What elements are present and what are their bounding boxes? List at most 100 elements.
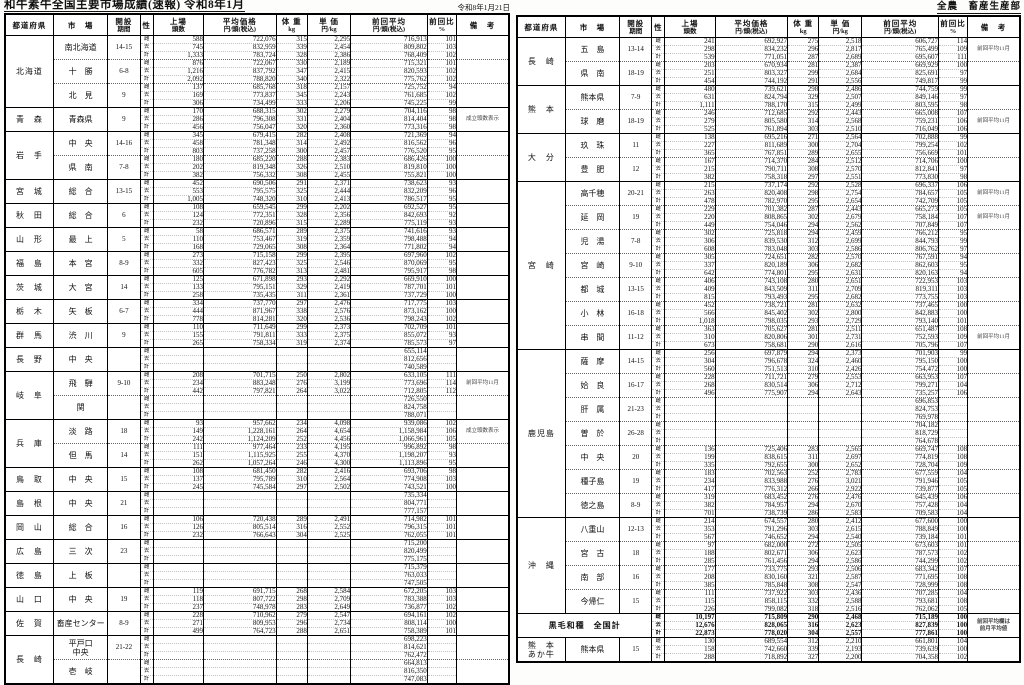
price-cell: 791,811 — [203, 331, 277, 340]
price-cell: 753,467 — [203, 235, 277, 244]
sex-cell: 雌 — [139, 35, 154, 44]
sex-cell: 雌 — [651, 397, 666, 406]
col-header-line1: 単 価 — [319, 16, 339, 26]
price-cell: 701,382 — [714, 205, 789, 214]
heads-cell — [152, 363, 205, 372]
price-cell: 785,848 — [714, 581, 789, 590]
prev-cell: 796,315 — [350, 523, 428, 532]
sex-cell: 雌 — [139, 347, 154, 356]
table-row: 去 804,771 — [5, 499, 509, 508]
prev-cell: 787,573 — [861, 549, 939, 558]
weight-cell: 332 — [787, 597, 820, 606]
price-cell: 809,953 — [203, 619, 277, 628]
col-header-line1: 単 価 — [830, 18, 851, 28]
table-row: 去 816,350 — [5, 667, 509, 676]
ratio-cell: 104 — [937, 637, 969, 646]
price-cell: 795,151 — [203, 283, 277, 292]
period-cell: 5 — [107, 227, 141, 252]
weight-cell: 311 — [275, 291, 308, 300]
prev-cell: 737,729 — [350, 291, 428, 300]
ratio-cell: 109 — [937, 333, 969, 342]
price-cell: 690,506 — [203, 179, 277, 188]
unit-cell: 2,289 — [306, 219, 352, 228]
prev-cell: 758,389 — [350, 627, 428, 636]
heads-cell: 319 — [664, 493, 716, 502]
period-cell — [107, 347, 141, 372]
unit-cell — [306, 659, 352, 668]
ratio-cell: 95 — [426, 259, 457, 268]
heads-cell: 385 — [664, 581, 716, 590]
heads-cell: 332 — [152, 259, 205, 268]
period-cell: 18 — [107, 419, 141, 444]
weight-cell: 255 — [275, 451, 308, 460]
unit-cell: 2,361 — [306, 291, 352, 300]
ratio-cell: 101 — [937, 149, 969, 158]
prev-cell: 704,358 — [861, 653, 939, 662]
table-row: 都 城 13-15 雌 406 743,108 280 2,651 722,953 103 — [517, 277, 1021, 302]
sex-cell: 計 — [139, 507, 154, 516]
unit-cell: 2,395 — [306, 251, 352, 260]
ratio-cell: 111 — [426, 371, 457, 380]
price-cell: 733,775 — [714, 565, 789, 574]
price-cell: 671,898 — [203, 275, 277, 284]
heads-cell: 137 — [152, 83, 205, 92]
sex-cell: 去 — [651, 597, 666, 606]
period-cell: 12 — [619, 157, 653, 182]
prev-cell: 726,550 — [350, 395, 428, 404]
prefecture-cell: 島 根 — [4, 491, 54, 516]
col-header-line1: 上場 — [681, 18, 699, 28]
price-cell: 722,076 — [203, 35, 277, 44]
sex-cell: 計 — [139, 555, 154, 564]
heads-cell — [152, 403, 205, 412]
sex-cell: 雌 — [139, 371, 154, 380]
table-row: 計 262 1,057,264 246 4,300 1,113,896 95 — [5, 459, 509, 468]
table-row: 去 444 871,967 338 2,576 873,162 100 — [5, 307, 509, 316]
prev-cell: 740,589 — [350, 363, 428, 372]
col-header-line1: 開設 — [115, 16, 133, 26]
table-row: 青 森青森県 9 雌 170 688,315 302 2,279 704,116 98 成立頭数表… — [4, 107, 510, 132]
price-cell: 711,649 — [203, 323, 277, 332]
weight-cell — [275, 491, 308, 500]
sex-cell: 雌 — [651, 469, 666, 478]
prev-cell: 759,231 — [861, 117, 939, 126]
table-row: 計 673 758,681 290 2,616 705,796 107 — [517, 341, 1020, 350]
table-row: 計 642 774,801 295 2,631 820,163 94 — [517, 269, 1020, 278]
prev-cell: 677,559 — [861, 469, 939, 478]
weight-cell: 311 — [787, 285, 820, 294]
heads-cell — [152, 395, 205, 404]
sex-cell: 去 — [139, 67, 154, 76]
price-cell: 957,662 — [203, 419, 277, 428]
unit-cell — [306, 651, 352, 660]
price-cell: 701,715 — [203, 371, 277, 380]
price-cell: 720,896 — [203, 219, 277, 228]
table-row: 計 237 748,978 283 2,649 736,877 102 — [5, 603, 509, 612]
ratio-cell: 95 — [426, 195, 457, 204]
table-row: 去 234 833,988 276 3,021 791,946 105 — [517, 477, 1020, 486]
price-cell: 827,423 — [203, 259, 277, 268]
ratio-cell: 99 — [937, 85, 969, 94]
period-cell: 6-8 — [107, 59, 141, 84]
prev-cell: 1,198,207 — [350, 451, 428, 460]
market-cell: 但 馬 — [52, 443, 109, 468]
sex-cell: 去 — [139, 139, 154, 148]
ratio-cell: 104 — [937, 501, 969, 510]
heads-cell: 93 — [152, 419, 205, 428]
period-cell: 9 — [107, 107, 141, 132]
prefecture-cell: 群 馬 — [4, 323, 54, 348]
price-cell: 720,438 — [203, 515, 277, 524]
weight-cell: 318 — [787, 605, 820, 614]
weight-cell: 340 — [275, 75, 308, 84]
price-cell: 685,220 — [203, 155, 277, 164]
price-cell: 781,348 — [203, 139, 277, 148]
prev-cell: 606,727 — [861, 37, 939, 46]
heads-cell: 97 — [664, 541, 716, 550]
unit-cell: 2,547 — [306, 611, 352, 620]
period-cell — [107, 659, 141, 684]
ratio-cell: 99 — [937, 237, 969, 246]
price-cell: 832,959 — [203, 43, 277, 52]
prev-cell: 773,830 — [861, 173, 939, 182]
unit-cell: 2,386 — [306, 51, 352, 60]
weight-cell: 290 — [787, 613, 820, 622]
table-row: 計 496 775,907 294 2,643 735,257 106 — [517, 389, 1020, 398]
unit-cell: 2,416 — [306, 467, 352, 476]
